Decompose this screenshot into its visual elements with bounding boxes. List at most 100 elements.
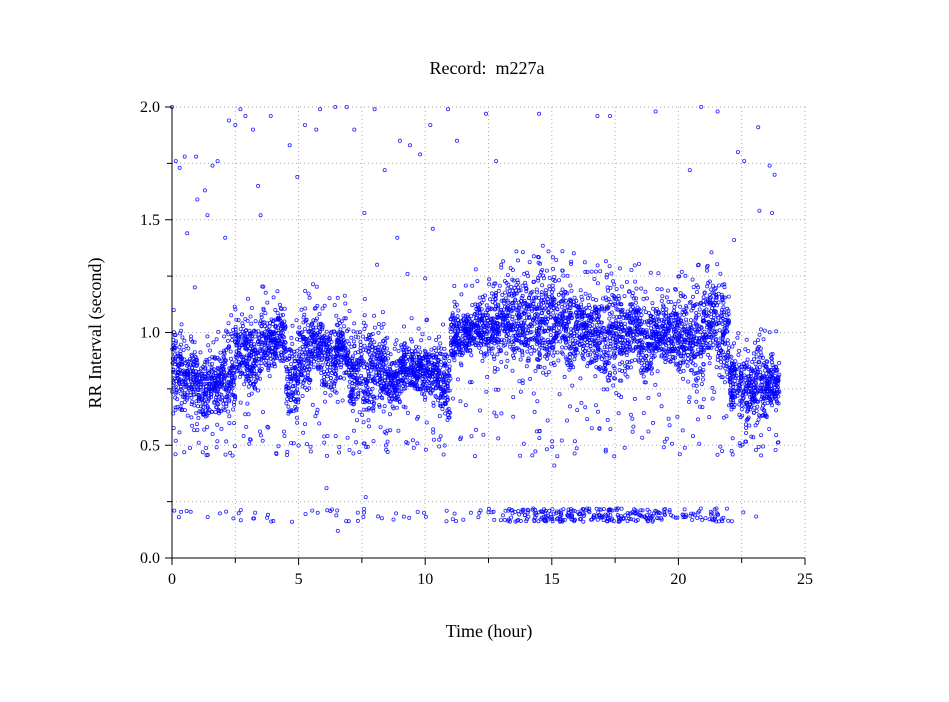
data-point bbox=[547, 371, 550, 374]
data-point bbox=[668, 424, 671, 427]
data-point bbox=[308, 296, 311, 299]
data-point bbox=[441, 408, 444, 411]
data-point bbox=[536, 400, 539, 403]
data-point bbox=[174, 439, 177, 442]
data-point bbox=[608, 265, 611, 268]
data-point bbox=[352, 452, 355, 455]
data-point bbox=[695, 290, 698, 293]
data-point bbox=[604, 260, 607, 263]
data-point bbox=[279, 314, 282, 317]
data-point bbox=[584, 270, 587, 273]
data-point bbox=[377, 331, 380, 334]
data-point bbox=[679, 305, 682, 308]
data-point bbox=[679, 370, 682, 373]
data-point bbox=[424, 448, 427, 451]
data-point bbox=[522, 442, 525, 445]
data-point bbox=[417, 327, 420, 330]
data-point bbox=[576, 351, 579, 354]
data-point bbox=[230, 314, 233, 317]
data-point bbox=[231, 361, 234, 364]
data-point bbox=[442, 453, 445, 456]
data-point bbox=[573, 440, 576, 443]
data-point bbox=[216, 440, 219, 443]
data-point bbox=[485, 304, 488, 307]
data-point bbox=[532, 392, 535, 395]
data-point bbox=[531, 454, 534, 457]
data-point bbox=[355, 441, 358, 444]
data-point bbox=[201, 451, 204, 454]
data-point bbox=[681, 377, 684, 380]
data-point bbox=[323, 441, 326, 444]
data-point bbox=[478, 409, 481, 412]
data-point bbox=[642, 297, 645, 300]
data-point bbox=[519, 390, 522, 393]
data-point bbox=[632, 425, 635, 428]
data-point bbox=[336, 296, 339, 299]
data-point bbox=[674, 302, 677, 305]
data-point bbox=[282, 430, 285, 433]
data-point bbox=[680, 270, 683, 273]
data-point bbox=[226, 339, 229, 342]
data-point bbox=[493, 411, 496, 414]
data-point bbox=[438, 414, 441, 417]
data-point bbox=[647, 396, 650, 399]
data-point bbox=[402, 325, 405, 328]
data-point bbox=[658, 393, 661, 396]
data-point bbox=[367, 419, 370, 422]
data-point bbox=[511, 268, 514, 271]
data-point bbox=[459, 400, 462, 403]
data-point bbox=[203, 428, 206, 431]
data-point bbox=[657, 272, 660, 275]
data-point bbox=[564, 346, 567, 349]
data-point bbox=[229, 357, 232, 360]
data-point bbox=[359, 340, 362, 343]
data-point bbox=[215, 446, 218, 449]
data-point bbox=[691, 295, 694, 298]
data-point bbox=[674, 288, 677, 291]
data-point bbox=[684, 318, 687, 321]
data-point bbox=[511, 369, 514, 372]
data-point bbox=[665, 308, 668, 311]
data-point bbox=[258, 430, 261, 433]
data-point bbox=[410, 317, 413, 320]
data-point bbox=[232, 408, 235, 411]
data-point bbox=[327, 381, 330, 384]
data-point bbox=[692, 286, 695, 289]
data-point bbox=[683, 446, 686, 449]
data-point bbox=[486, 375, 489, 378]
data-point bbox=[367, 425, 370, 428]
data-point bbox=[295, 416, 298, 419]
data-point bbox=[612, 315, 615, 318]
data-point bbox=[602, 388, 605, 391]
data-point bbox=[588, 294, 591, 297]
data-point bbox=[260, 362, 263, 365]
data-point bbox=[438, 438, 441, 441]
data-point bbox=[498, 284, 501, 287]
data-point bbox=[644, 290, 647, 293]
data-point bbox=[395, 339, 398, 342]
data-point bbox=[266, 425, 269, 428]
data-point bbox=[246, 319, 249, 322]
data-point bbox=[552, 311, 555, 314]
data-point bbox=[291, 324, 294, 327]
data-point bbox=[435, 338, 438, 341]
data-point bbox=[451, 397, 454, 400]
data-point bbox=[395, 406, 398, 409]
data-point bbox=[244, 413, 247, 416]
data-point bbox=[295, 319, 298, 322]
data-point bbox=[185, 344, 188, 347]
data-point bbox=[397, 349, 400, 352]
data-point bbox=[421, 333, 424, 336]
data-point bbox=[259, 434, 262, 437]
data-point bbox=[482, 433, 485, 436]
data-point bbox=[338, 445, 341, 448]
data-point bbox=[488, 278, 491, 281]
data-point bbox=[613, 455, 616, 458]
data-point bbox=[250, 322, 253, 325]
data-point bbox=[547, 250, 550, 253]
data-point bbox=[571, 384, 574, 387]
data-point bbox=[180, 343, 183, 346]
data-point bbox=[573, 452, 576, 455]
data-point bbox=[479, 351, 482, 354]
data-point bbox=[594, 270, 597, 273]
